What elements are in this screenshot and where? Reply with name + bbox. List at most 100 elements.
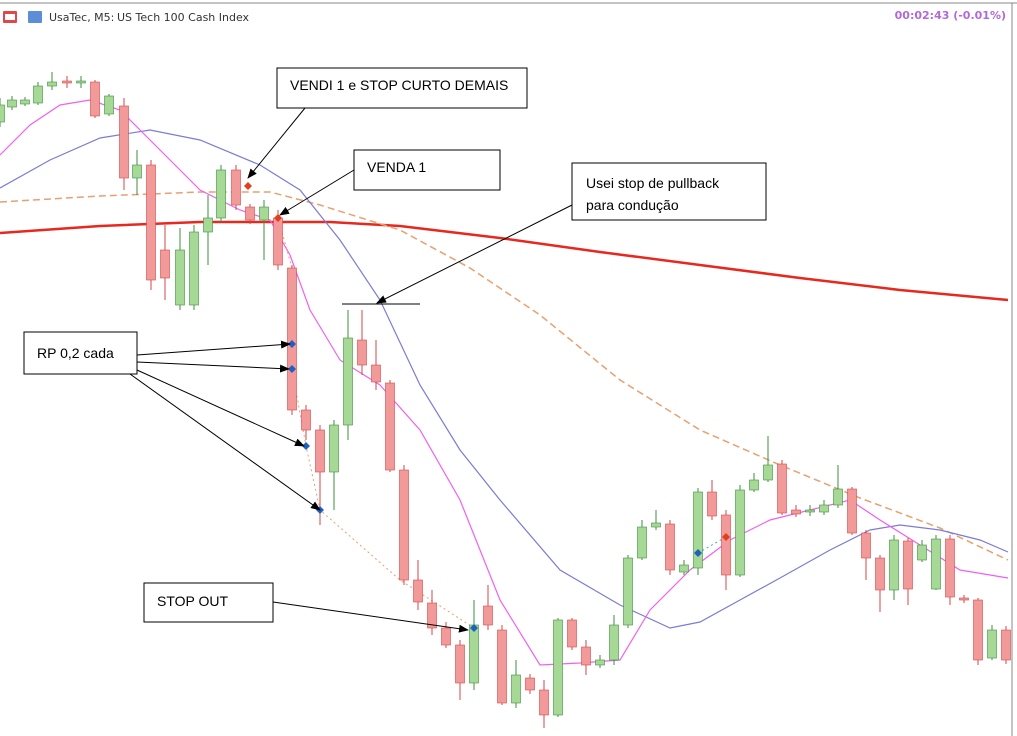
candle-body — [62, 80, 72, 84]
annotation-box — [276, 67, 528, 109]
ma-dashed — [0, 191, 1009, 561]
ma-slow — [0, 220, 1009, 302]
candle-body — [287, 267, 297, 411]
candle-body — [329, 424, 339, 473]
candle-body — [90, 81, 100, 117]
candle-body — [749, 479, 759, 491]
candle-body — [231, 169, 241, 206]
arrow — [247, 107, 306, 179]
candle-body — [189, 231, 199, 306]
candle-body — [903, 540, 913, 590]
candle-body — [721, 514, 731, 576]
candle-body — [833, 488, 843, 506]
candle-body — [455, 644, 465, 684]
candle-body — [146, 164, 156, 281]
candle-body — [399, 469, 409, 581]
annotation-box — [353, 149, 501, 191]
candle-body — [259, 206, 269, 221]
candle-body — [679, 564, 689, 573]
candle-body — [20, 99, 30, 105]
candle-body — [441, 627, 451, 646]
candle-body — [132, 164, 142, 179]
candle-body — [763, 464, 773, 481]
trade-marker — [694, 549, 702, 557]
candle-body — [483, 605, 493, 626]
candle-body — [119, 105, 129, 179]
candle-body — [651, 522, 661, 528]
trade-marker — [288, 365, 296, 373]
annotation: STOP OUT — [157, 593, 229, 609]
candle-body — [175, 249, 185, 306]
candle-body — [735, 489, 745, 576]
candle-body — [777, 463, 787, 514]
arrow — [136, 361, 290, 373]
candle-body — [385, 382, 395, 471]
annotation: VENDA 1 — [367, 159, 426, 175]
candle-body — [76, 80, 86, 84]
candle-body — [959, 597, 969, 601]
trade-path — [277, 217, 475, 629]
candle-body — [875, 557, 885, 591]
candle-body — [203, 217, 213, 233]
candle-body — [581, 646, 591, 666]
trade-marker — [470, 624, 478, 632]
candle-body — [917, 544, 927, 561]
candle-body — [427, 602, 437, 629]
candle-body — [104, 95, 114, 115]
candle-body — [497, 629, 507, 704]
candle-body — [343, 337, 353, 426]
candle-body — [819, 504, 829, 513]
arrow — [129, 373, 321, 511]
timer: 00:02:43 (-0.01%) — [895, 9, 1006, 22]
candle-body — [245, 206, 255, 221]
candle-body — [539, 689, 549, 716]
candle-body — [1001, 629, 1011, 661]
candle-body — [273, 217, 283, 266]
candle-body — [637, 526, 647, 559]
candle-body — [371, 364, 381, 383]
chart-icon[interactable] — [28, 11, 42, 23]
annotation: para condução — [586, 197, 679, 213]
candle-body — [623, 557, 633, 626]
trade-marker — [722, 533, 730, 541]
candle-body — [707, 491, 717, 517]
candle-body — [469, 624, 479, 684]
symbol: UsaTec, M5: — [49, 11, 114, 24]
arrow — [272, 601, 469, 633]
candle-body — [301, 409, 311, 431]
candle-body — [595, 659, 605, 666]
arrow — [136, 369, 305, 447]
arrow — [136, 340, 291, 356]
annotation-box — [23, 331, 138, 375]
annotation-box — [571, 162, 767, 221]
candle-body — [847, 488, 857, 534]
candle-body — [315, 429, 325, 473]
candle-body — [945, 538, 955, 598]
candle-body — [889, 539, 899, 591]
candle-body — [216, 169, 226, 219]
annotation-box — [143, 582, 274, 623]
candle-body — [0, 104, 5, 123]
annotation: RP 0,2 cada — [37, 345, 114, 361]
candle-body — [665, 523, 675, 571]
candle-body — [357, 339, 367, 366]
instrument-name: US Tech 100 Cash Index — [117, 11, 250, 24]
candle-body — [567, 619, 577, 648]
candle-body — [693, 491, 703, 569]
candle-body — [553, 619, 563, 716]
candle-body — [47, 81, 57, 87]
annotation: VENDI 1 e STOP CURTO DEMAIS — [290, 77, 508, 93]
candle-body — [609, 624, 619, 661]
candle-body — [931, 538, 941, 590]
candle-body — [973, 599, 983, 661]
candle-body — [7, 99, 17, 108]
candle-body — [525, 677, 535, 691]
arrow — [279, 169, 355, 216]
trade-marker — [274, 214, 282, 222]
candles — [0, 72, 1011, 728]
candle-body — [160, 249, 170, 279]
candle-body — [805, 509, 815, 513]
menu-icon-inner — [5, 14, 15, 20]
